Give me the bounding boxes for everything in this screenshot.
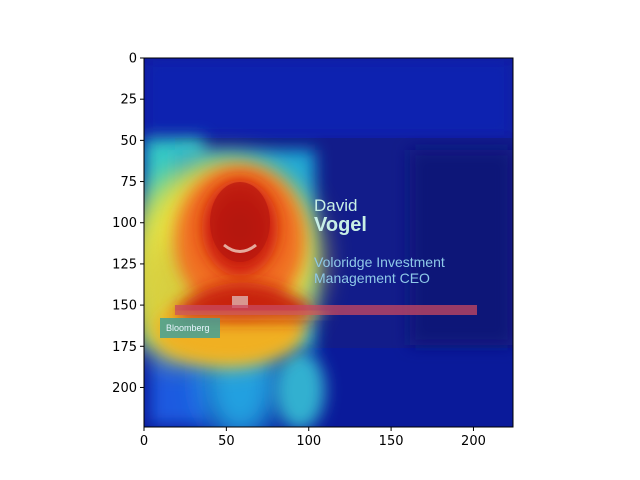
y-tick-label: 150: [112, 299, 137, 314]
overlay-last-name: Vogel: [314, 214, 367, 236]
overlay-title-line1: Voloridge Investment: [314, 254, 445, 270]
y-axis: 0 25 50 75 100 125 150 175 200: [112, 52, 144, 396]
overlay-title-line2: Management CEO: [314, 270, 430, 286]
x-tick-label: 50: [218, 434, 235, 449]
x-axis: 0 50 100 150 200: [140, 427, 486, 449]
x-tick-label: 150: [379, 434, 404, 449]
x-tick-label: 200: [461, 434, 486, 449]
y-tick-label: 200: [112, 381, 137, 396]
y-tick-label: 125: [112, 257, 137, 272]
y-tick-label: 0: [129, 52, 137, 67]
overlay-brand-logo: Bloomberg: [166, 323, 210, 333]
x-tick-label: 0: [140, 434, 148, 449]
y-tick-label: 75: [120, 175, 137, 190]
y-tick-label: 175: [112, 340, 137, 355]
overlay-first-name: David: [314, 196, 357, 215]
y-tick-label: 50: [120, 134, 137, 149]
y-tick-label: 25: [120, 93, 137, 108]
y-tick-label: 100: [112, 216, 137, 231]
heatmap-image: David Vogel Voloridge Investment Managem…: [144, 58, 513, 427]
plot-frame: [143, 57, 514, 428]
x-tick-label: 100: [296, 434, 321, 449]
